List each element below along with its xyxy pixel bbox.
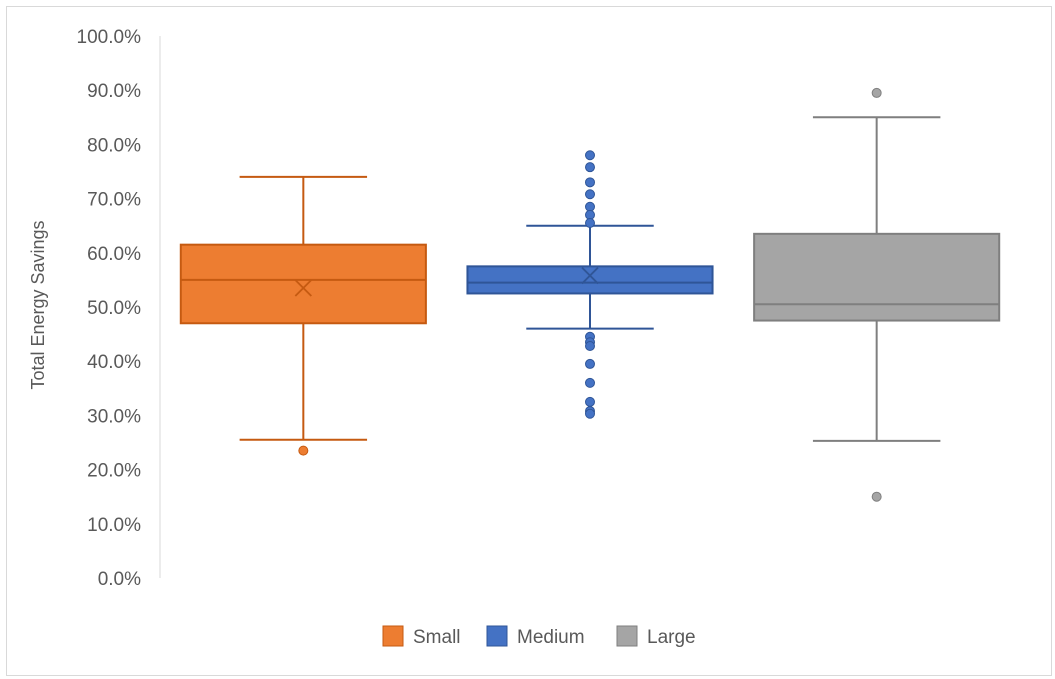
legend-swatch <box>616 625 638 647</box>
legend-label: Small <box>413 627 461 648</box>
y-tick-label: 70.0% <box>87 190 141 211</box>
box-group-small <box>179 175 427 456</box>
y-tick-label: 10.0% <box>87 515 141 536</box>
y-tick-label: 60.0% <box>87 244 141 265</box>
legend-label: Large <box>647 627 696 648</box>
y-tick-label: 80.0% <box>87 135 141 156</box>
plot-area <box>179 87 1001 502</box>
legend-item-medium: Medium <box>486 625 585 648</box>
legend: Small Medium Large <box>382 625 696 648</box>
box-group-large <box>753 87 1001 502</box>
mean-marker <box>581 266 599 285</box>
outlier-point <box>585 408 595 419</box>
box-iqr <box>753 232 1001 322</box>
mean-marker <box>294 279 312 297</box>
outlier-point <box>585 217 595 228</box>
outlier-point <box>585 358 595 369</box>
legend-swatch <box>486 625 508 647</box>
outlier-point <box>871 87 882 98</box>
y-tick-label: 30.0% <box>87 406 141 427</box>
y-axis-title: Total Energy Savings <box>28 220 48 389</box>
y-tick-label: 20.0% <box>87 461 141 482</box>
outlier-point <box>585 189 595 200</box>
legend-item-large: Large <box>616 625 696 648</box>
outlier-point <box>298 445 309 456</box>
box-group-medium <box>466 150 714 419</box>
y-tick-label: 90.0% <box>87 81 141 102</box>
legend-label: Medium <box>517 627 585 648</box>
y-tick-label: 100.0% <box>77 27 142 48</box>
outlier-point <box>585 377 595 388</box>
outlier-point <box>871 491 882 502</box>
legend-swatch <box>382 625 404 647</box>
legend-item-small: Small <box>382 625 461 648</box>
outlier-point <box>585 150 595 161</box>
outlier-point <box>585 396 595 407</box>
y-tick-label: 50.0% <box>87 298 141 319</box>
y-tick-label: 0.0% <box>98 569 141 590</box>
outlier-point <box>585 341 595 352</box>
y-axis-title-text: Total Energy Savings <box>28 220 48 389</box>
outlier-point <box>585 162 595 173</box>
y-axis-ticks: 0.0% 10.0% 20.0% 30.0% 40.0% 50.0% 60.0% 70.0% 8… <box>77 27 142 590</box>
y-tick-label: 40.0% <box>87 352 141 373</box>
box-iqr <box>466 265 714 295</box>
box-iqr <box>179 243 427 325</box>
outlier-point <box>585 177 595 188</box>
